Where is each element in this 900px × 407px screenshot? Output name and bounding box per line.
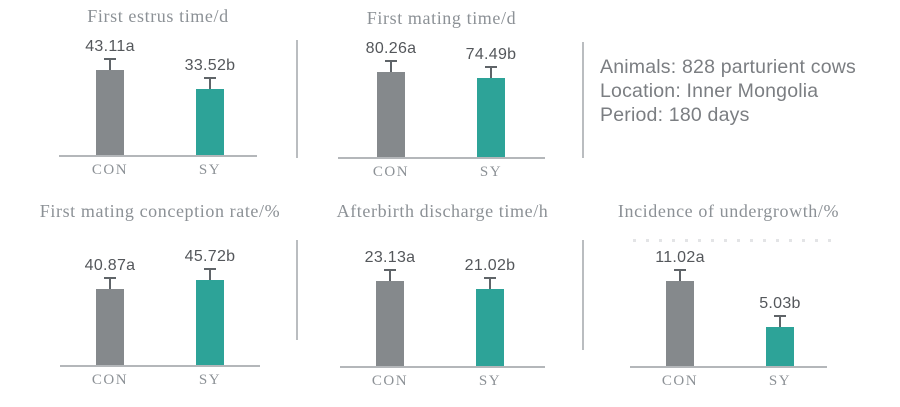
bar-sy (477, 78, 505, 157)
category-label: SY (479, 164, 503, 180)
x-axis-baseline (630, 366, 827, 368)
chart-title: First estrus time/d (87, 6, 229, 26)
chart-title: First mating time/d (366, 8, 517, 28)
category-label: CON (91, 372, 129, 388)
x-axis-baseline (340, 366, 545, 368)
category-label: CON (372, 164, 410, 180)
bar-value-label: 33.52b (184, 57, 236, 74)
error-bar (674, 269, 686, 283)
chart-title: First mating conception rate/% (39, 201, 281, 221)
error-bar (204, 77, 216, 91)
error-bar (204, 268, 216, 282)
bar-sy (766, 327, 794, 366)
error-bar (774, 315, 786, 329)
category-label: CON (91, 162, 129, 178)
chart-title: Incidence of undergrowth/% (617, 201, 840, 221)
bar-value-label: 80.26a (365, 40, 417, 57)
bar-value-label: 40.87a (84, 257, 136, 274)
bar-value-label: 23.13a (364, 249, 416, 266)
category-label: CON (661, 373, 699, 389)
category-label: SY (198, 162, 222, 178)
error-bar (485, 66, 497, 80)
bar-value-label: 45.72b (184, 248, 236, 265)
category-label: CON (371, 373, 409, 389)
bar-con (96, 70, 124, 155)
bar-value-label: 74.49b (465, 46, 517, 63)
error-bar (484, 277, 496, 291)
x-axis-baseline (59, 155, 257, 157)
error-bar (104, 277, 116, 291)
info-line-location: Location: Inner Mongolia (600, 80, 819, 102)
bar-con (376, 281, 404, 366)
bar-value-label: 21.02b (464, 257, 516, 274)
divider-line (296, 240, 298, 340)
bar-sy (196, 89, 224, 155)
divider-line (582, 240, 584, 350)
info-line-animals: Animals: 828 parturient cows (600, 56, 856, 78)
x-axis-baseline (60, 365, 260, 367)
bar-sy (196, 280, 224, 365)
error-bar (385, 60, 397, 74)
bar-value-label: 5.03b (759, 295, 801, 312)
divider-line (582, 42, 584, 158)
bar-con (96, 289, 124, 365)
chart-title: Afterbirth discharge time/h (336, 201, 549, 221)
bar-value-label: 11.02a (655, 249, 705, 266)
category-label: SY (478, 373, 502, 389)
info-line-period: Period: 180 days (600, 104, 750, 126)
error-bar (104, 58, 116, 72)
category-label: SY (768, 373, 792, 389)
category-label: SY (198, 372, 222, 388)
bar-con (377, 72, 405, 157)
bar-value-label: 43.11a (85, 38, 135, 55)
divider-line (296, 40, 298, 158)
x-axis-baseline (338, 157, 545, 159)
bar-sy (476, 289, 504, 366)
cropped-text-artifact (633, 239, 838, 242)
bar-con (666, 281, 694, 366)
study-info-panel: Animals: 828 parturient cows Location: I… (600, 55, 856, 127)
error-bar (384, 269, 396, 283)
